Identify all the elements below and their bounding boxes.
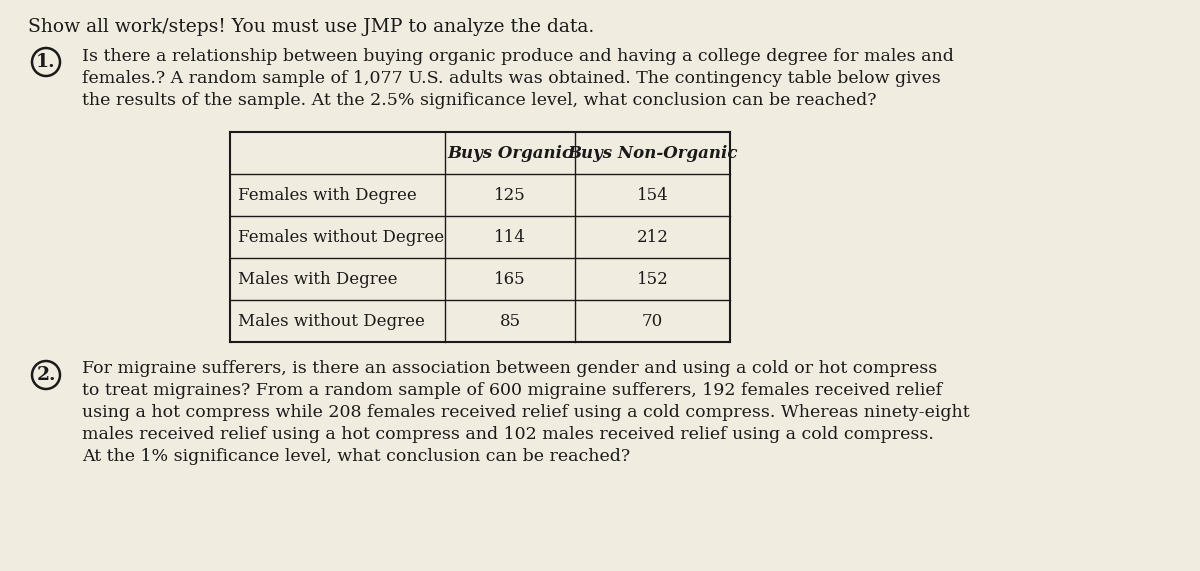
- Text: females.? A random sample of 1,077 U.S. adults was obtained. The contingency tab: females.? A random sample of 1,077 U.S. …: [82, 70, 941, 87]
- Text: Is there a relationship between buying organic produce and having a college degr: Is there a relationship between buying o…: [82, 48, 954, 65]
- Text: 212: 212: [636, 228, 668, 246]
- Text: the results of the sample. At the 2.5% significance level, what conclusion can b: the results of the sample. At the 2.5% s…: [82, 92, 876, 109]
- Text: males received relief using a hot compress and 102 males received relief using a: males received relief using a hot compre…: [82, 426, 934, 443]
- Text: 165: 165: [494, 271, 526, 288]
- Text: Females with Degree: Females with Degree: [238, 187, 416, 203]
- Text: 152: 152: [637, 271, 668, 288]
- Text: 70: 70: [642, 312, 664, 329]
- Text: 125: 125: [494, 187, 526, 203]
- Text: Females without Degree: Females without Degree: [238, 228, 444, 246]
- Text: 114: 114: [494, 228, 526, 246]
- Text: Show all work/steps! You must use JMP to analyze the data.: Show all work/steps! You must use JMP to…: [28, 18, 594, 36]
- Text: 1.: 1.: [36, 53, 56, 71]
- Text: to treat migraines? From a random sample of 600 migraine sufferers, 192 females : to treat migraines? From a random sample…: [82, 382, 942, 399]
- Text: For migraine sufferers, is there an association between gender and using a cold : For migraine sufferers, is there an asso…: [82, 360, 937, 377]
- Text: Males with Degree: Males with Degree: [238, 271, 397, 288]
- Text: At the 1% significance level, what conclusion can be reached?: At the 1% significance level, what concl…: [82, 448, 630, 465]
- Text: Buys Organic: Buys Organic: [448, 144, 572, 162]
- Text: 2.: 2.: [36, 366, 55, 384]
- Text: Males without Degree: Males without Degree: [238, 312, 425, 329]
- Text: 154: 154: [637, 187, 668, 203]
- Text: 85: 85: [499, 312, 521, 329]
- Text: Buys Non-Organic: Buys Non-Organic: [568, 144, 738, 162]
- Text: using a hot compress while 208 females received relief using a cold compress. Wh: using a hot compress while 208 females r…: [82, 404, 970, 421]
